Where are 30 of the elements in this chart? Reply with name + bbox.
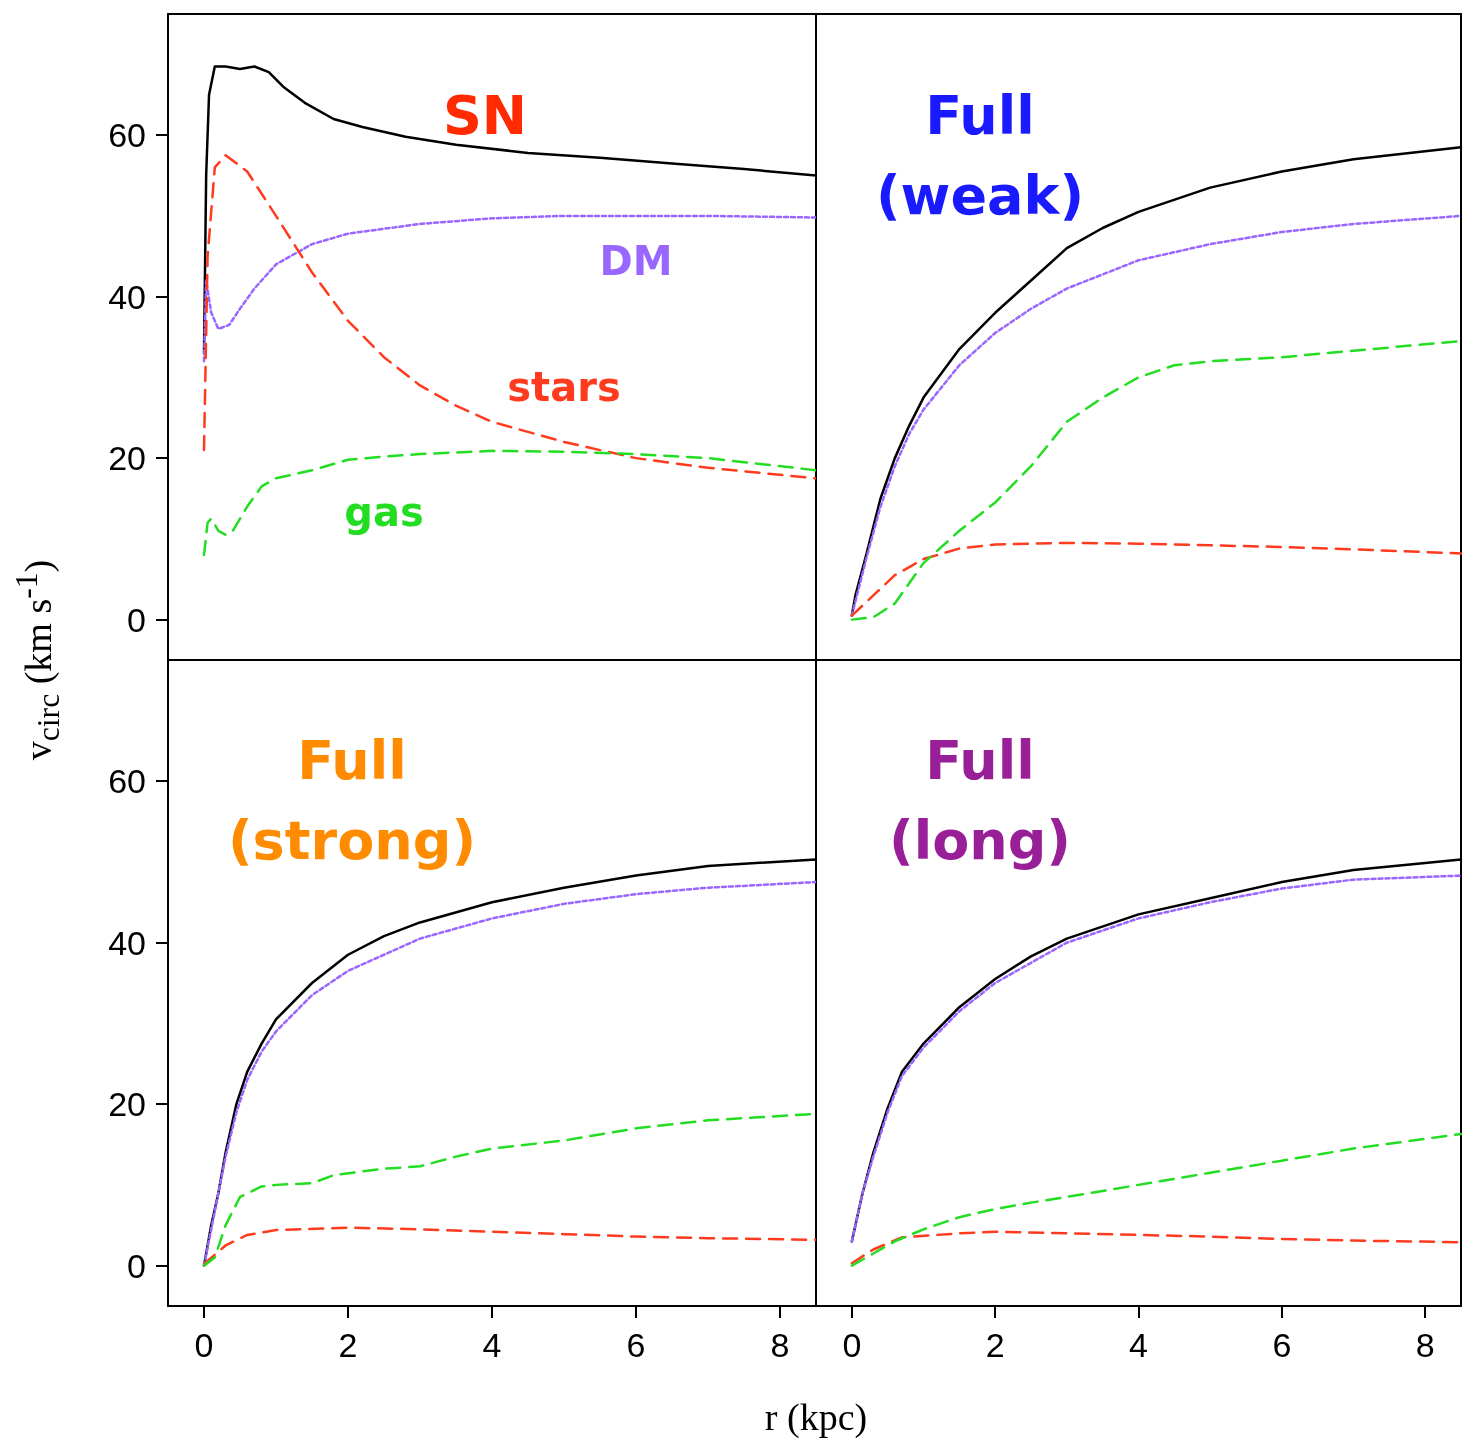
text: Full (strong)	[227, 728, 477, 872]
series-label: gas	[344, 488, 424, 535]
y-tick-label: 40	[108, 277, 146, 316]
y-tick-label: 40	[108, 923, 146, 962]
x-tick-label: 8	[770, 1326, 790, 1364]
y-tick-label: 0	[127, 1246, 146, 1285]
line-series	[202, 214, 816, 363]
y-tick-label: 20	[108, 439, 146, 478]
series-label: stars	[507, 363, 621, 410]
x-tick-label: 2	[338, 1326, 358, 1364]
series-label: DM	[599, 237, 673, 284]
y-tick-label: 60	[108, 762, 146, 801]
x-axis-title: r (kpc)	[764, 1395, 868, 1439]
line-series	[202, 449, 816, 557]
y-tick-label: 60	[108, 116, 146, 155]
x-tick-label: 0	[194, 1326, 214, 1364]
x-tick-label: 8	[1415, 1326, 1435, 1364]
line-series	[202, 154, 816, 480]
text: Full (weak)	[875, 83, 1085, 227]
x-tick-label: 2	[985, 1326, 1005, 1364]
x-tick-label: 4	[482, 1326, 502, 1364]
line-series	[202, 1226, 816, 1266]
text: Full (long)	[888, 728, 1072, 872]
x-tick-label: 6	[1272, 1326, 1292, 1364]
text: SN	[442, 83, 528, 147]
x-tick-label: 4	[1129, 1326, 1148, 1364]
x-tick-label: 0	[842, 1326, 862, 1364]
y-tick-label: 20	[108, 1085, 146, 1124]
x-tick-label: 6	[626, 1326, 646, 1364]
y-tick-label: 0	[127, 600, 146, 639]
